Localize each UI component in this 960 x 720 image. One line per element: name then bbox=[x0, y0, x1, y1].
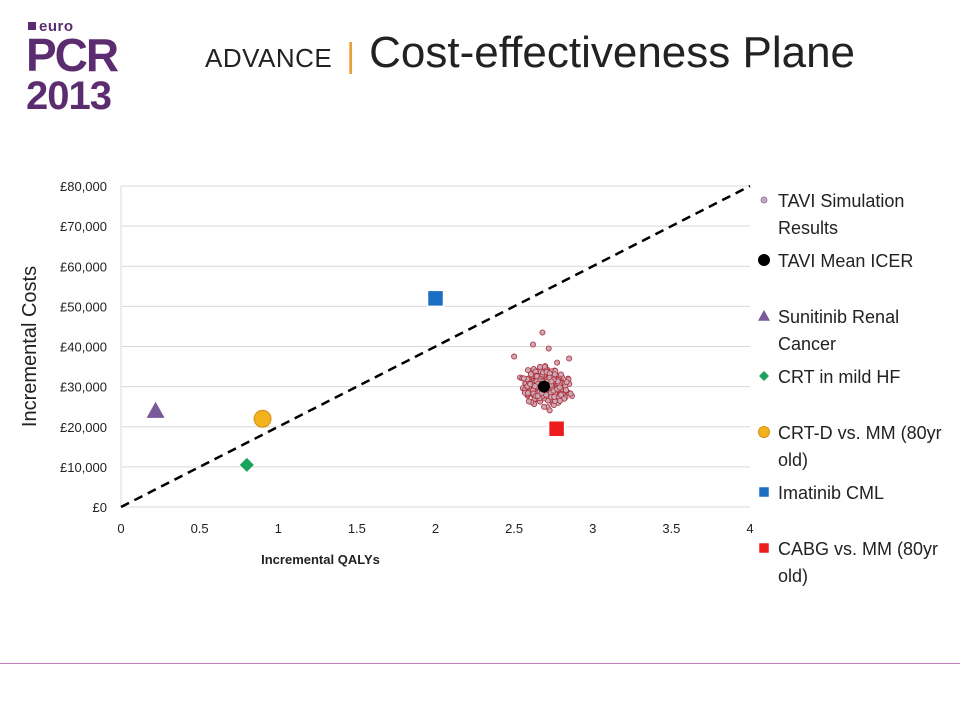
x-axis-title: Incremental QALYs bbox=[261, 552, 380, 567]
y-tick-label: £50,000 bbox=[60, 299, 107, 314]
simulation-point bbox=[548, 378, 555, 385]
chart-legend: TAVI Simulation Results TAVI Mean ICER Suni… bbox=[757, 191, 942, 586]
logo-pcr: PCR bbox=[26, 29, 119, 81]
simulation-point bbox=[539, 329, 546, 336]
legend-marker bbox=[757, 485, 771, 499]
x-tick-label: 0 bbox=[117, 521, 124, 536]
x-tick-label: 1 bbox=[275, 521, 282, 536]
data-point-crt-in-mild-hf bbox=[239, 457, 254, 472]
y-tick-label: £40,000 bbox=[60, 340, 107, 355]
y-tick-label: £70,000 bbox=[60, 219, 107, 234]
legend-label: old) bbox=[778, 566, 808, 586]
simulation-point bbox=[541, 403, 548, 410]
simulation-point bbox=[562, 387, 569, 394]
simulation-point bbox=[557, 391, 564, 398]
legend-label: Sunitinib Renal bbox=[778, 307, 899, 327]
simulation-point bbox=[529, 341, 536, 348]
simulation-point bbox=[520, 375, 527, 382]
simulation-point bbox=[531, 383, 538, 390]
simulation-point bbox=[554, 359, 561, 366]
title-main: Cost-effectiveness Plane bbox=[369, 28, 856, 77]
data-point-crt-d-vs-mm-80yr-old- bbox=[253, 409, 272, 428]
logo-square-icon bbox=[28, 22, 36, 30]
simulation-point bbox=[563, 379, 570, 386]
wtp-threshold-line bbox=[120, 184, 751, 509]
simulation-point bbox=[556, 397, 563, 404]
simulation-point bbox=[551, 393, 558, 400]
simulation-point bbox=[525, 398, 532, 405]
legend-label: TAVI Mean ICER bbox=[778, 251, 913, 271]
x-tick-label: 2.5 bbox=[505, 521, 523, 536]
legend-label: old) bbox=[778, 450, 808, 470]
x-tick-label: 4 bbox=[746, 521, 753, 536]
simulation-point bbox=[511, 353, 518, 360]
legend-marker bbox=[758, 310, 770, 321]
data-point-tavi-mean-icer bbox=[538, 380, 551, 393]
tavi-simulation-cloud bbox=[511, 329, 575, 414]
legend-label: Cancer bbox=[778, 334, 836, 354]
legend-marker bbox=[758, 254, 770, 266]
legend-label: TAVI Simulation bbox=[778, 191, 904, 211]
europcr-logo: euro PCR 2013 bbox=[22, 18, 132, 118]
x-tick-label: 3 bbox=[589, 521, 596, 536]
simulation-point bbox=[536, 363, 543, 370]
simulation-point bbox=[524, 390, 531, 397]
simulation-point bbox=[546, 407, 553, 414]
legend-marker bbox=[760, 196, 768, 204]
legend-label: Imatinib CML bbox=[778, 483, 884, 503]
legend-marker bbox=[759, 371, 769, 381]
x-tick-label: 3.5 bbox=[662, 521, 680, 536]
logo-euro-text: euro bbox=[39, 18, 74, 35]
y-tick-label: £30,000 bbox=[60, 380, 107, 395]
legend-label: CABG vs. MM (80yr bbox=[778, 539, 938, 559]
simulation-point bbox=[525, 367, 532, 374]
x-tick-label: 1.5 bbox=[348, 521, 366, 536]
y-tick-label: £60,000 bbox=[60, 259, 107, 274]
data-point-sunitinib-renal-cancer bbox=[146, 401, 165, 418]
simulation-point bbox=[567, 390, 574, 397]
y-tick-label: £80,000 bbox=[60, 179, 107, 194]
slide-title: ADVANCE | Cost-effectiveness Plane bbox=[205, 28, 855, 88]
legend-marker bbox=[758, 426, 770, 438]
y-tick-label: £20,000 bbox=[60, 420, 107, 435]
simulation-point bbox=[551, 371, 558, 378]
legend-label: CRT-D vs. MM (80yr bbox=[778, 423, 942, 443]
logo-year: 2013 bbox=[26, 74, 112, 118]
x-tick-label: 0.5 bbox=[191, 521, 209, 536]
title-advance: ADVANCE bbox=[205, 43, 333, 73]
legend-label: CRT in mild HF bbox=[778, 367, 900, 387]
y-axis-title: Incremental Costs bbox=[19, 266, 41, 427]
simulation-point bbox=[534, 392, 541, 399]
simulation-point bbox=[527, 371, 534, 378]
simulation-point bbox=[556, 384, 563, 391]
simulation-point bbox=[566, 355, 573, 362]
logo-euro: euro bbox=[28, 18, 74, 35]
title-separator: | bbox=[346, 37, 356, 75]
y-tick-label: £10,000 bbox=[60, 460, 107, 475]
y-tick-label: £0 bbox=[93, 500, 107, 515]
x-tick-label: 2 bbox=[432, 521, 439, 536]
legend-marker bbox=[757, 541, 771, 555]
data-point-cabg-vs-mm-80yr-old- bbox=[547, 420, 566, 438]
legend-label: Results bbox=[778, 218, 838, 238]
data-point-imatinib-cml bbox=[426, 289, 445, 308]
bottom-divider bbox=[0, 663, 960, 664]
simulation-point bbox=[545, 345, 552, 352]
